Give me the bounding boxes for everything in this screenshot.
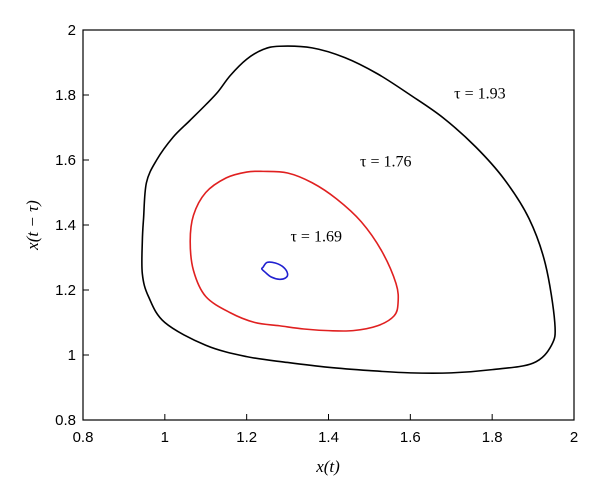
y-tick-label: 1.2 (55, 282, 76, 299)
x-tick-label: 1.6 (400, 429, 421, 446)
y-tick-label: 0.8 (55, 412, 76, 429)
x-tick-label: 1.2 (236, 429, 257, 446)
limit-cycle-1 (141, 45, 556, 375)
y-tick-label: 2 (68, 22, 76, 39)
y-tick-label: 1.6 (55, 152, 76, 169)
labels-layer: τ = 1.93 τ = 1.76 τ = 1.69 (290, 85, 505, 245)
y-tick-label: 1.8 (55, 87, 76, 104)
x-tick-label: 1.8 (482, 429, 503, 446)
limit-cycle-2 (189, 170, 400, 332)
ticks-layer: 0.8 1 1.2 1.4 1.6 1.8 2 0.8 1 1.2 1.4 1.6 1.8 2 (55, 22, 578, 446)
y-tick-label: 1 (68, 347, 76, 364)
y-tick-label: 1.4 (55, 217, 76, 234)
x-tick-label: 2 (570, 429, 578, 446)
limit-cycle-3 (260, 261, 289, 281)
curve-label-1: τ = 1.93 (454, 85, 505, 102)
x-tick-label: 0.8 (73, 429, 94, 446)
x-tick-label: 1 (161, 429, 169, 446)
x-axis-label: x(t) (315, 457, 340, 476)
curve-label-2: τ = 1.76 (360, 154, 411, 171)
curves-layer (141, 45, 556, 375)
x-tick-label: 1.4 (318, 429, 339, 446)
y-axis-label: x(t − τ) (23, 200, 42, 251)
curve-label-3: τ = 1.69 (290, 228, 341, 245)
